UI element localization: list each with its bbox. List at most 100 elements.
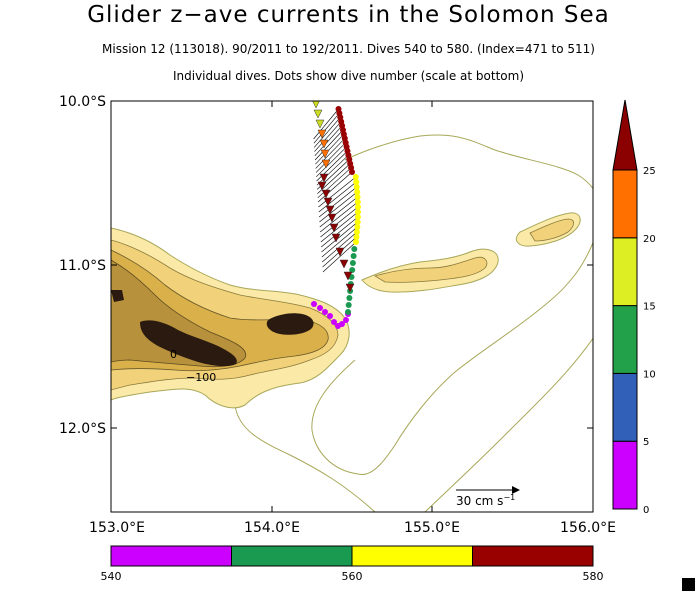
current-vector: [319, 196, 358, 228]
current-arrowhead: [312, 101, 320, 109]
dive-dot: [353, 239, 359, 245]
current-vector: [318, 186, 357, 218]
lon-tick-155E: 155.0°E: [404, 520, 460, 536]
map-title: Glider z−ave currents in the Solomon Sea: [87, 2, 610, 28]
dive-dot: [354, 189, 361, 195]
dive-dot: [335, 106, 342, 112]
map-frame: [110, 100, 594, 513]
lon-tick-156E: 156.0°E: [560, 520, 616, 536]
colorbar-segment-4: [612, 169, 638, 239]
current-vector: [317, 171, 353, 203]
colorbar-tick-label: 10: [643, 369, 656, 380]
current-vector: [322, 231, 358, 263]
dive-dot: [354, 219, 361, 225]
dive-dot: [317, 305, 323, 311]
current-arrowhead: [317, 129, 327, 139]
dive-bar-label-560: 560: [342, 570, 363, 583]
lat-tick-12S: 12.0°S: [59, 421, 106, 437]
dive-dot: [353, 234, 360, 240]
dive-dot: [327, 313, 333, 319]
colorbar-tick-label: 15: [643, 302, 656, 313]
dive-dot: [353, 229, 360, 235]
current-vector: [318, 176, 356, 208]
current-arrowhead: [325, 205, 335, 215]
scale-arrow-label: 30 cm s−1: [456, 493, 515, 508]
current-vector: [318, 181, 357, 213]
current-vector: [322, 241, 357, 273]
dive-dot: [353, 184, 360, 190]
land-west-blob: [111, 290, 124, 302]
colorbar-tick-label: 20: [643, 234, 656, 245]
current-arrowhead: [331, 233, 341, 243]
dive-dot: [343, 317, 349, 323]
dive-dot: [351, 246, 358, 252]
current-vector: [315, 138, 346, 169]
shelf-deep: [111, 259, 247, 368]
contour-label-minus100: −100: [186, 371, 216, 384]
shelf-east-island-inner: [529, 218, 575, 242]
current-arrowhead: [320, 149, 330, 159]
lon-tick-153E: 153.0°E: [89, 520, 145, 536]
current-arrowhead: [339, 259, 349, 269]
dive-bar-segment-3: [472, 545, 594, 567]
lat-axis: [111, 100, 593, 429]
shelf-island-chain-inner: [374, 256, 488, 283]
dive-bar-label-580: 580: [583, 570, 604, 583]
current-arrowhead: [313, 109, 323, 119]
current-arrowhead: [321, 159, 331, 169]
map-subtitle-mission: Mission 12 (113018). 90/2011 to 192/2011…: [102, 42, 595, 56]
current-vector: [319, 201, 359, 233]
dive-dot: [331, 319, 337, 325]
current-arrowheads: [309, 90, 355, 293]
colorbar-segment-3: [612, 237, 638, 307]
land-main-island: [140, 320, 237, 367]
dive-bar-segment-0: [110, 545, 232, 567]
dive-bar-label-540: 540: [101, 570, 122, 583]
dive-dot: [354, 204, 361, 210]
current-vector: [314, 121, 342, 152]
current-arrowhead: [335, 247, 345, 257]
corner-marker: [682, 578, 695, 591]
current-vector: [315, 142, 346, 173]
dive-dot: [346, 295, 353, 301]
dive-dot: [354, 209, 361, 215]
current-vector: [316, 146, 347, 178]
lat-tick-11S: 11.0°S: [59, 258, 106, 274]
dive-dot: [354, 199, 361, 205]
current-arrowhead: [319, 173, 329, 183]
current-vector: [313, 113, 340, 144]
current-vector: [314, 125, 343, 157]
isobath-line-north: [311, 134, 593, 476]
colorbar-tick-label: 0: [643, 505, 649, 516]
dive-bar-segment-2: [351, 545, 473, 567]
current-arrowhead: [321, 189, 331, 199]
colorbar-tick-label: 25: [643, 166, 656, 177]
dive-dot: [354, 214, 361, 220]
current-arrowhead: [309, 90, 317, 98]
dive-dot: [349, 260, 356, 266]
current-vector: [313, 108, 339, 140]
current-arrowhead: [345, 283, 355, 293]
current-vector: [321, 216, 359, 248]
current-arrowhead: [317, 181, 327, 191]
current-vector: [321, 221, 358, 253]
map-subtitle-description: Individual dives. Dots show dive number …: [172, 69, 525, 83]
current-vector: [320, 211, 359, 243]
current-vector: [321, 226, 358, 258]
current-vector: [319, 191, 358, 223]
current-arrowhead: [329, 223, 339, 233]
map-plot-area: 0 −100 30 cm s−1: [111, 90, 593, 512]
isobath-line-southwest: [234, 404, 376, 512]
dive-number-colorbar: [110, 545, 594, 567]
dive-dot: [350, 253, 357, 259]
dive-dot: [349, 267, 356, 273]
current-arrowhead: [323, 197, 333, 207]
colorbar-segment-1: [612, 372, 638, 442]
current-vector: [320, 206, 359, 238]
current-speed-colorbar: 0 5 10 15 20 25: [612, 99, 656, 516]
colorbar-overflow-triangle: [612, 99, 638, 171]
dive-dots: [311, 106, 361, 329]
current-vector: [315, 133, 345, 165]
current-vector: [316, 154, 349, 186]
dive-dot: [354, 194, 361, 200]
